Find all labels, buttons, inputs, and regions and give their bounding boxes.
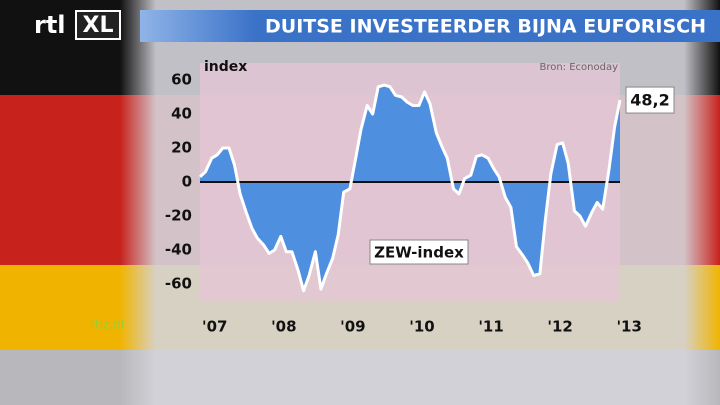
x-tick-label: '10 — [409, 318, 434, 336]
value-label: 48,2 — [630, 91, 669, 110]
annotation: ZEW-index — [374, 244, 464, 262]
y-tick-label: -60 — [165, 275, 192, 293]
y-tick-label: 0 — [182, 173, 192, 191]
brand-suffix: XL — [83, 13, 114, 38]
x-tick-label: '08 — [271, 318, 296, 336]
brand: rtl — [34, 11, 66, 39]
line — [198, 83, 622, 293]
area — [200, 85, 620, 291]
y-axis-label: index — [204, 59, 247, 75]
y-tick-label: -20 — [165, 207, 192, 225]
x-tick-label: '11 — [478, 318, 503, 336]
y-tick-label: 60 — [171, 71, 192, 89]
source: Bron: Econoday — [539, 62, 618, 73]
x-tick-label: '12 — [547, 318, 572, 336]
annotation-box — [369, 239, 469, 265]
y-tick-label: 20 — [171, 139, 192, 157]
brand-box — [75, 10, 121, 40]
title: DUITSE INVESTEERDER BIJNA EUFORISCH — [265, 16, 706, 38]
title-bar — [140, 10, 720, 42]
y-tick-label: 40 — [171, 105, 192, 123]
y-tick-label: -40 — [165, 241, 192, 259]
x-tick-label: '13 — [616, 318, 641, 336]
value-label-box — [625, 86, 675, 114]
x-tick-label: '07 — [202, 318, 227, 336]
x-tick-label: '09 — [340, 318, 365, 336]
website: rtlz.nl — [90, 318, 124, 332]
